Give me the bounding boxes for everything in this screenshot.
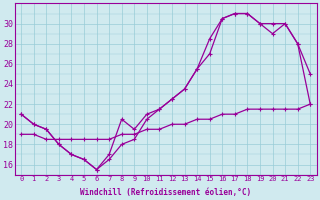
X-axis label: Windchill (Refroidissement éolien,°C): Windchill (Refroidissement éolien,°C) xyxy=(80,188,251,197)
